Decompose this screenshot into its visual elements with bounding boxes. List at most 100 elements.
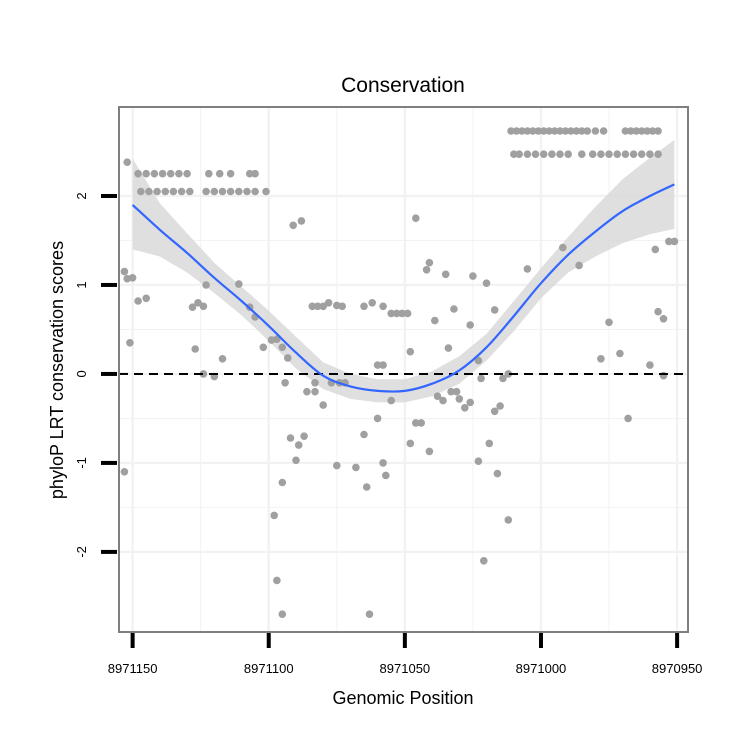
data-point bbox=[466, 321, 475, 329]
data-point bbox=[243, 187, 251, 196]
data-point bbox=[523, 150, 532, 158]
data-point bbox=[441, 270, 450, 279]
data-point bbox=[605, 150, 613, 158]
data-point bbox=[188, 303, 197, 312]
x-axis-title: Genomic Position bbox=[332, 688, 473, 708]
data-point bbox=[311, 387, 319, 396]
data-point bbox=[303, 387, 311, 396]
data-point bbox=[333, 461, 341, 470]
data-point bbox=[450, 305, 458, 313]
data-point bbox=[556, 127, 564, 135]
data-point bbox=[578, 127, 586, 135]
data-point bbox=[474, 356, 483, 365]
data-point bbox=[128, 274, 137, 282]
data-point bbox=[202, 281, 210, 289]
data-point bbox=[627, 127, 635, 135]
data-point bbox=[153, 187, 161, 196]
data-point bbox=[218, 187, 227, 196]
data-point bbox=[134, 169, 142, 178]
data-point bbox=[205, 169, 213, 178]
data-point bbox=[338, 302, 347, 311]
data-point bbox=[406, 439, 415, 448]
data-point bbox=[145, 187, 153, 196]
data-point bbox=[529, 127, 537, 135]
x-tick-label: 8971150 bbox=[108, 661, 158, 676]
data-point bbox=[362, 483, 371, 491]
data-point bbox=[621, 127, 630, 135]
data-point bbox=[559, 243, 567, 252]
grid-lines bbox=[119, 107, 688, 632]
data-point bbox=[466, 398, 475, 407]
data-point bbox=[485, 439, 494, 448]
data-point bbox=[474, 457, 483, 466]
x-tick-label: 8971100 bbox=[244, 661, 294, 676]
data-point bbox=[643, 127, 651, 135]
data-point bbox=[175, 169, 183, 178]
data-point bbox=[545, 127, 553, 135]
data-point bbox=[578, 150, 586, 158]
data-point bbox=[313, 302, 322, 311]
plot-frame bbox=[118, 106, 689, 633]
data-point bbox=[150, 169, 159, 178]
data-point bbox=[523, 127, 532, 135]
data-point bbox=[278, 343, 287, 352]
data-point bbox=[425, 447, 434, 456]
data-point bbox=[292, 456, 300, 465]
data-point bbox=[199, 370, 208, 378]
data-point bbox=[605, 318, 613, 327]
data-point bbox=[539, 150, 548, 158]
data-point bbox=[251, 187, 259, 196]
confidence-band bbox=[132, 139, 675, 403]
y-tick-label: -1 bbox=[74, 457, 89, 469]
data-point bbox=[564, 150, 572, 158]
data-point bbox=[319, 302, 328, 311]
data-point bbox=[142, 169, 150, 178]
data-point bbox=[166, 169, 175, 178]
data-point bbox=[245, 169, 254, 178]
data-point bbox=[183, 169, 191, 178]
data-point bbox=[480, 557, 488, 565]
data-point bbox=[186, 187, 194, 196]
data-point bbox=[523, 265, 532, 273]
data-point bbox=[379, 459, 387, 467]
data-point bbox=[392, 309, 401, 318]
data-point bbox=[654, 150, 662, 158]
data-point bbox=[599, 127, 608, 135]
data-point bbox=[202, 187, 210, 196]
data-point bbox=[120, 267, 129, 276]
data-point bbox=[403, 309, 412, 318]
data-point bbox=[324, 299, 333, 307]
data-point bbox=[406, 347, 415, 356]
data-point bbox=[665, 237, 673, 246]
data-point bbox=[504, 516, 513, 524]
data-point bbox=[412, 214, 420, 222]
y-axis-title: phyloP LRT conservation scores bbox=[47, 241, 67, 499]
data-point bbox=[613, 150, 621, 158]
data-point bbox=[616, 349, 624, 358]
data-point bbox=[499, 374, 507, 383]
data-point bbox=[431, 316, 439, 325]
data-point bbox=[572, 127, 581, 135]
y-axis-ticks: -2 -1 0 1 2 bbox=[74, 192, 117, 558]
data-point bbox=[398, 309, 406, 318]
data-point bbox=[297, 217, 306, 225]
data-point bbox=[646, 150, 654, 158]
data-point bbox=[270, 511, 279, 520]
data-point bbox=[550, 127, 559, 135]
data-point bbox=[482, 279, 491, 288]
data-point bbox=[134, 297, 142, 305]
y-tick-label: 1 bbox=[74, 281, 89, 288]
data-point bbox=[452, 387, 461, 396]
chart-title: Conservation bbox=[341, 74, 465, 97]
data-points bbox=[120, 127, 679, 618]
data-point bbox=[659, 315, 668, 323]
data-point bbox=[567, 127, 575, 135]
y-tick-label: 2 bbox=[74, 192, 89, 199]
x-tick-label: 8971050 bbox=[380, 661, 431, 676]
data-point bbox=[311, 379, 319, 387]
data-point bbox=[632, 127, 641, 135]
data-point bbox=[142, 294, 150, 303]
data-point bbox=[199, 302, 208, 311]
